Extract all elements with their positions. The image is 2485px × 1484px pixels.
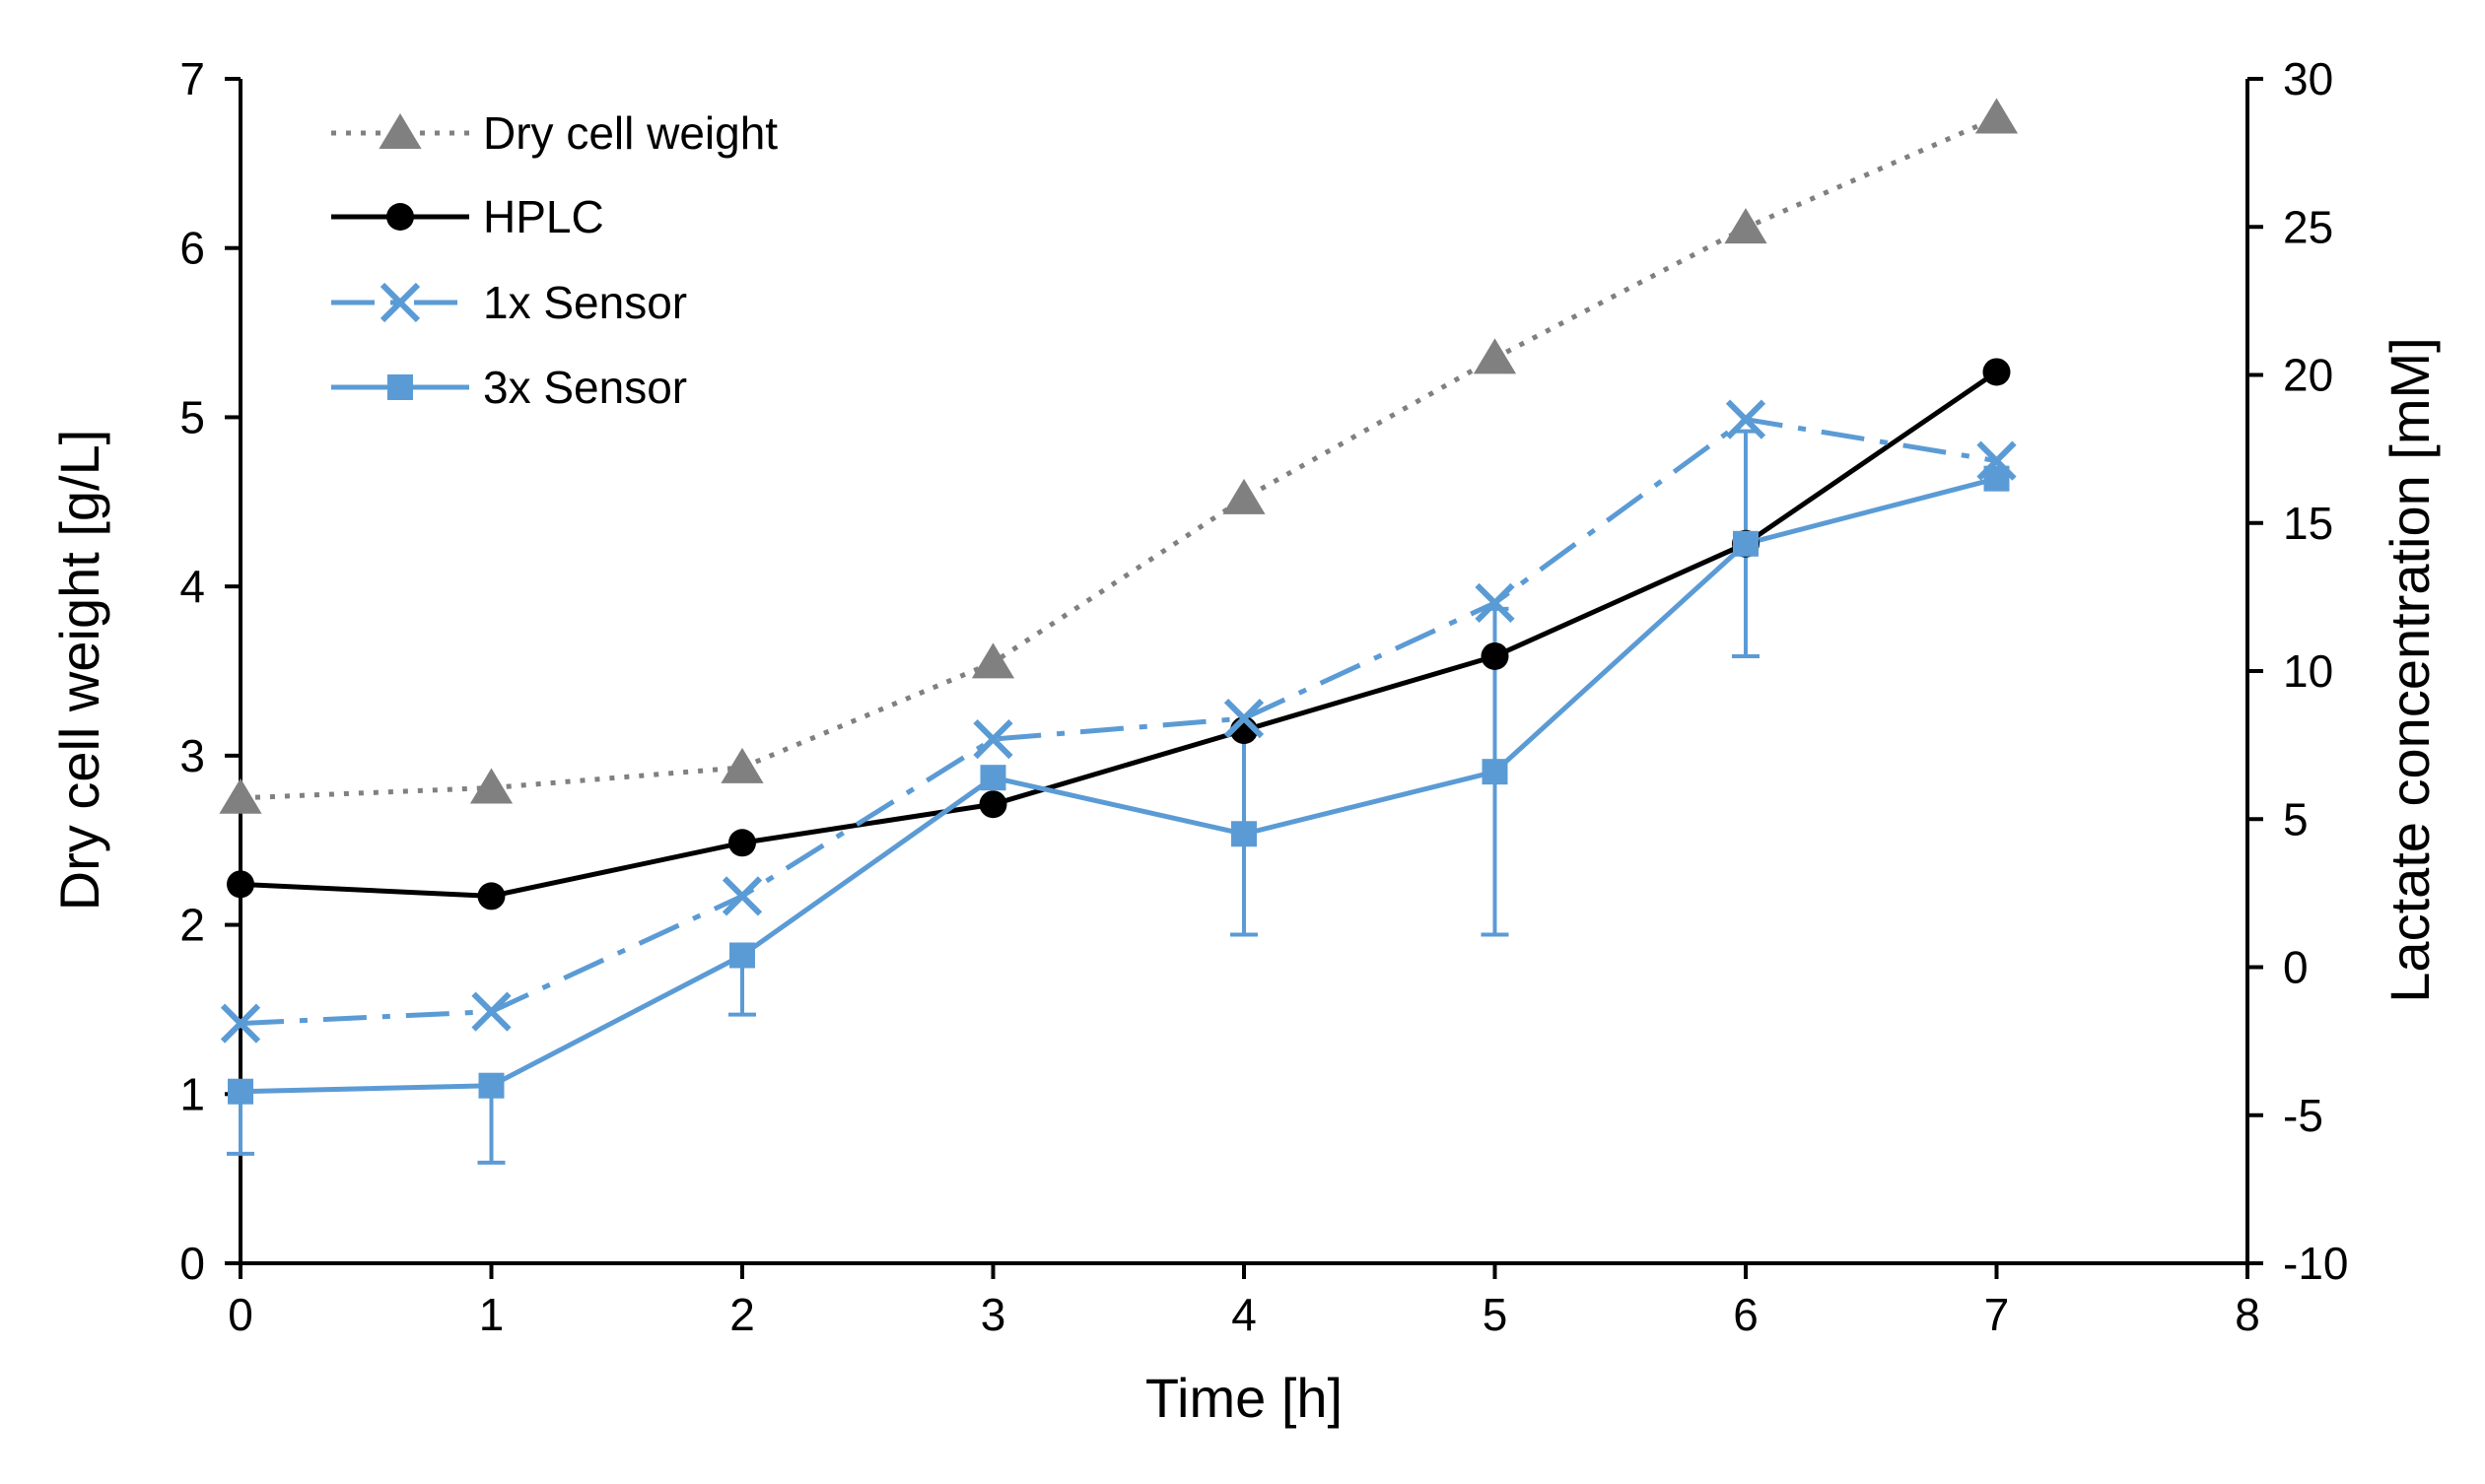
y-left-tick-label: 5 (179, 391, 205, 442)
legend-marker-hplc (386, 203, 414, 231)
data-point-3x-sensor (1231, 821, 1257, 847)
data-point-hplc (979, 790, 1007, 819)
data-point-1x-sensor (1976, 440, 2017, 481)
x-tick-label: 4 (1231, 1289, 1257, 1340)
axes (225, 77, 2263, 1279)
data-point-1x-sensor (1725, 399, 1766, 439)
data-point-1x-sensor (722, 876, 763, 916)
x-tick-label: 8 (2235, 1289, 2260, 1340)
data-point-1x-sensor (471, 991, 512, 1032)
series-line-hplc (240, 370, 1998, 899)
legend-marker-1x-sensor (380, 282, 421, 323)
y-left-tick-label: 7 (179, 53, 205, 104)
series-markers (219, 98, 2019, 1105)
data-point-3x-sensor (478, 1072, 505, 1099)
legend: Dry cell weight HPLC 1x Sensor 3x Sensor (331, 107, 778, 413)
y-right-tick-label: 20 (2283, 350, 2333, 401)
data-point-hplc (477, 882, 506, 911)
y-right-tick-label: 5 (2283, 793, 2309, 844)
legend-label-hplc: HPLC (483, 191, 604, 242)
y-axis-left-title: Dry cell weight [g/L] (48, 430, 110, 911)
legend-marker-dry-cell-weight (379, 113, 422, 149)
data-point-dry-cell-weight (971, 642, 1015, 679)
series-lines (240, 115, 1998, 1095)
y-right-tick-label: 15 (2283, 498, 2333, 549)
y-left-tick-label: 4 (179, 561, 205, 612)
y-right-tick-label: 0 (2283, 942, 2309, 993)
data-point-dry-cell-weight (469, 768, 514, 804)
data-point-dry-cell-weight (721, 747, 764, 783)
data-point-hplc (1481, 641, 1509, 670)
legend-label-dry-cell-weight: Dry cell weight (483, 107, 778, 159)
y-left-tick-label: 3 (179, 730, 205, 781)
data-point-1x-sensor (1475, 582, 1515, 624)
data-point-1x-sensor (973, 718, 1013, 760)
data-point-dry-cell-weight (1473, 338, 1517, 374)
data-point-dry-cell-weight (219, 777, 262, 814)
data-point-3x-sensor (980, 765, 1006, 791)
y-axis-right-title: Lactate concentration [mM] (2379, 337, 2441, 1002)
data-point-hplc (1982, 358, 2011, 386)
x-tick-label: 5 (1483, 1289, 1508, 1340)
data-point-dry-cell-weight (1222, 478, 1266, 514)
y-left-tick-label: 1 (179, 1068, 205, 1119)
x-tick-label: 6 (1733, 1289, 1759, 1340)
data-point-3x-sensor (228, 1078, 253, 1105)
data-point-dry-cell-weight (1974, 98, 2019, 134)
y-left-tick-label: 2 (179, 900, 205, 951)
x-tick-label: 3 (981, 1289, 1006, 1340)
y-left-tick-label: 0 (179, 1238, 205, 1289)
data-point-3x-sensor (1733, 530, 1759, 557)
y-left-tick-label: 6 (179, 223, 205, 274)
series-line-dry-cell-weight (240, 115, 1998, 801)
series-line-3x-sensor (240, 476, 1998, 1095)
x-tick-label: 2 (729, 1289, 755, 1340)
series-line-1x-sensor (240, 417, 1997, 1027)
data-point-dry-cell-weight (1724, 208, 1767, 244)
x-tick-label: 1 (479, 1289, 505, 1340)
y-right-tick-label: -10 (2283, 1238, 2348, 1289)
y-right-tick-label: 10 (2283, 645, 2333, 697)
data-point-3x-sensor (729, 942, 755, 969)
y-right-tick-label: -5 (2283, 1090, 2323, 1141)
y-right-tick-label: 25 (2283, 201, 2333, 252)
data-point-hplc (227, 870, 254, 899)
data-point-hplc (728, 829, 756, 857)
legend-label-3x-sensor: 3x Sensor (483, 362, 687, 413)
y-right-tick-label: 30 (2283, 53, 2333, 104)
data-point-3x-sensor (1482, 759, 1508, 785)
legend-marker-3x-sensor (387, 374, 413, 400)
x-axis-title: Time [h] (1145, 1367, 1343, 1429)
data-point-1x-sensor (1223, 698, 1265, 739)
legend-label-1x-sensor: 1x Sensor (483, 277, 687, 328)
data-point-1x-sensor (220, 1003, 261, 1044)
x-tick-label: 7 (1984, 1289, 2010, 1340)
tick-labels: 0 1 2 3 4 5 6 7 8 0 1 2 3 4 5 6 7 -10 -5 0 5 10 15 20 25 30 (179, 53, 2348, 1340)
x-tick-label: 0 (228, 1289, 253, 1340)
